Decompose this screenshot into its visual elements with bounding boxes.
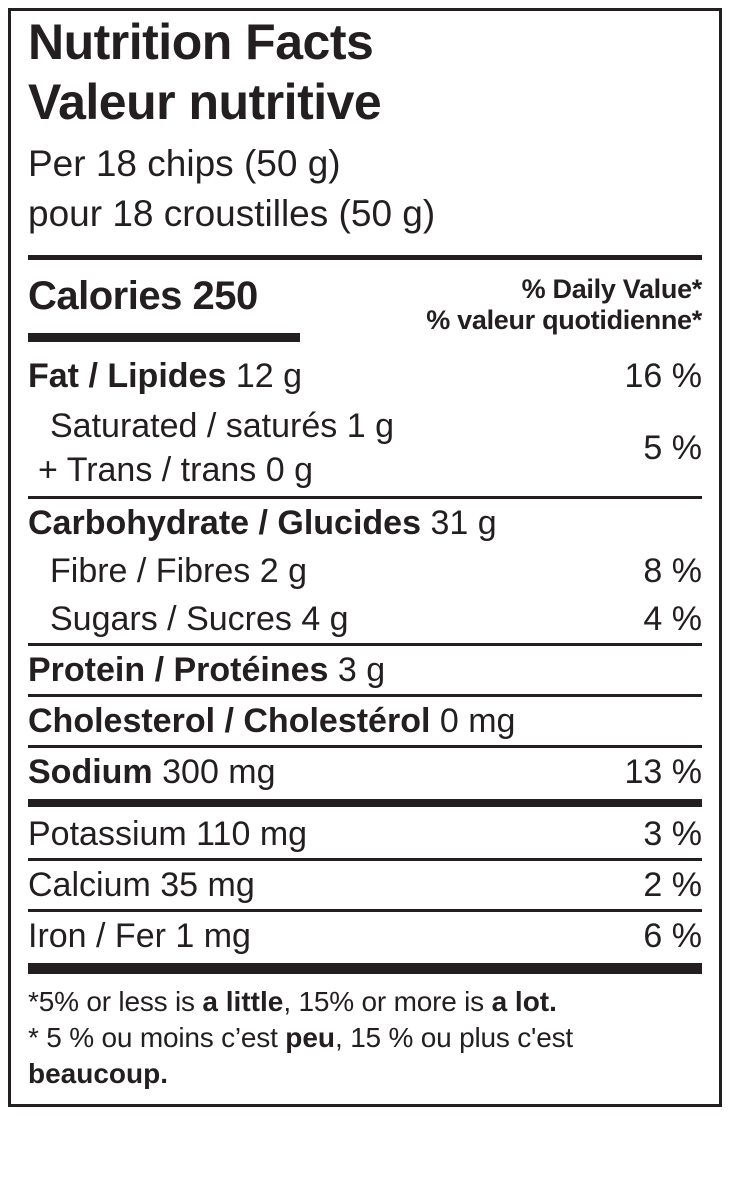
serving-size-french: pour 18 croustilles (50 g)	[28, 193, 436, 234]
footnote-fr-text1: * 5 % ou moins c’est	[28, 1022, 286, 1053]
calories-value: 250	[192, 274, 258, 318]
calcium-daily-value: 2 %	[643, 866, 702, 904]
footnote-en-text2: , 15% or more is	[283, 986, 492, 1017]
protein-name-bold: Protein / Protéines	[28, 651, 329, 689]
potassium-name: Potassium 110 mg	[28, 815, 308, 853]
sodium-amount: 300 mg	[162, 753, 276, 791]
potassium-daily-value: 3 %	[643, 815, 702, 853]
sodium-name: Sodium 300 mg	[28, 752, 276, 792]
footnote-en-bold2: a lot.	[491, 986, 557, 1017]
protein-name: Protein / Protéines 3 g	[28, 650, 385, 690]
footnote-fr-bold1: peu	[285, 1022, 336, 1053]
calories-block: Calories 250	[28, 272, 300, 342]
calories-underline-bar	[28, 333, 300, 342]
cholesterol-name-bold: Cholesterol / Cholestérol	[28, 702, 431, 740]
footnote-fr-text2: , 15 % ou plus c'est	[335, 1022, 573, 1053]
sodium-name-bold: Sodium	[28, 753, 153, 791]
separator-thin	[28, 745, 702, 748]
row-iron: Iron / Fer 1 mg 6 %	[28, 912, 702, 960]
calories-label: Calories	[28, 274, 182, 318]
nutrition-facts-label: Nutrition Facts Valeur nutritive Per 18 …	[8, 8, 722, 1107]
iron-name: Iron / Fer 1 mg	[28, 917, 251, 955]
row-protein: Protein / Protéines 3 g	[28, 646, 702, 694]
protein-amount: 3 g	[337, 651, 386, 689]
cholesterol-name: Cholesterol / Cholestérol 0 mg	[28, 701, 515, 741]
cholesterol-amount: 0 mg	[439, 702, 516, 740]
fibre-daily-value: 8 %	[643, 552, 702, 590]
daily-value-header-english: % Daily Value*	[521, 274, 703, 304]
fat-amount: 12 g	[235, 357, 302, 395]
row-fibre: Fibre / Fibres 2 g 8 %	[28, 547, 702, 595]
row-potassium: Potassium 110 mg 3 %	[28, 810, 702, 858]
footnote-english: *5% or less is a little, 15% or more is …	[28, 984, 702, 1020]
iron-daily-value: 6 %	[643, 917, 702, 955]
row-carbohydrate: Carbohydrate / Glucides 31 g	[28, 499, 702, 547]
serving-size-english: Per 18 chips (50 g)	[28, 143, 341, 184]
calories-row: Calories 250	[28, 272, 300, 320]
sugars-daily-value: 4 %	[643, 600, 702, 638]
sodium-daily-value: 13 %	[624, 753, 703, 791]
calories-section: Calories 250 % Daily Value* % valeur quo…	[28, 272, 702, 342]
title-french: Valeur nutritive	[28, 74, 382, 130]
saturated-trans-lines: Saturated / saturés 1 g + Trans / trans …	[28, 404, 394, 492]
fibre-name: Fibre / Fibres 2 g	[50, 552, 307, 590]
separator-thin	[28, 643, 702, 646]
saturated-line: Saturated / saturés 1 g	[50, 407, 394, 445]
separator-thick-bar	[28, 799, 702, 807]
footnote-en-text1: *5% or less is	[28, 986, 203, 1017]
calcium-name: Calcium 35 mg	[28, 866, 255, 904]
fat-daily-value: 16 %	[624, 357, 703, 395]
daily-value-header-french: % valeur quotidienne*	[426, 305, 702, 335]
row-saturated-trans: Saturated / saturés 1 g + Trans / trans …	[28, 400, 702, 496]
nutrient-rows: Fat / Lipides 12 g 16 % Saturated / satu…	[28, 352, 702, 974]
daily-value-header: % Daily Value* % valeur quotidienne*	[426, 272, 702, 336]
footnote-french: * 5 % ou moins c’est peu, 15 % ou plus c…	[28, 1020, 702, 1092]
carbohydrate-amount: 31 g	[430, 504, 497, 542]
fat-name-bold: Fat / Lipides	[28, 357, 227, 395]
row-sodium: Sodium 300 mg 13 %	[28, 748, 702, 796]
separator-thin	[28, 909, 702, 912]
saturated-trans-daily-value: 5 %	[643, 428, 702, 467]
title-english: Nutrition Facts	[28, 14, 374, 70]
separator-thin	[28, 496, 702, 499]
carbohydrate-name: Carbohydrate / Glucides 31 g	[28, 503, 497, 543]
carbohydrate-name-bold: Carbohydrate / Glucides	[28, 504, 421, 542]
sugars-name: Sugars / Sucres 4 g	[50, 600, 349, 638]
serving-size-block: Per 18 chips (50 g) pour 18 croustilles …	[28, 139, 702, 239]
row-calcium: Calcium 35 mg 2 %	[28, 861, 702, 909]
separator-medium-bar	[28, 255, 702, 260]
row-fat: Fat / Lipides 12 g 16 %	[28, 352, 702, 400]
separator-thin	[28, 694, 702, 697]
footnote-fr-bold2: beaucoup.	[28, 1058, 169, 1089]
row-sugars: Sugars / Sucres 4 g 4 %	[28, 595, 702, 643]
trans-line: + Trans / trans 0 g	[38, 451, 313, 489]
separator-bottom-bar	[28, 963, 702, 974]
footnote-en-bold1: a little	[202, 986, 284, 1017]
fat-name: Fat / Lipides 12 g	[28, 356, 302, 396]
separator-thin	[28, 858, 702, 861]
row-cholesterol: Cholesterol / Cholestérol 0 mg	[28, 697, 702, 745]
